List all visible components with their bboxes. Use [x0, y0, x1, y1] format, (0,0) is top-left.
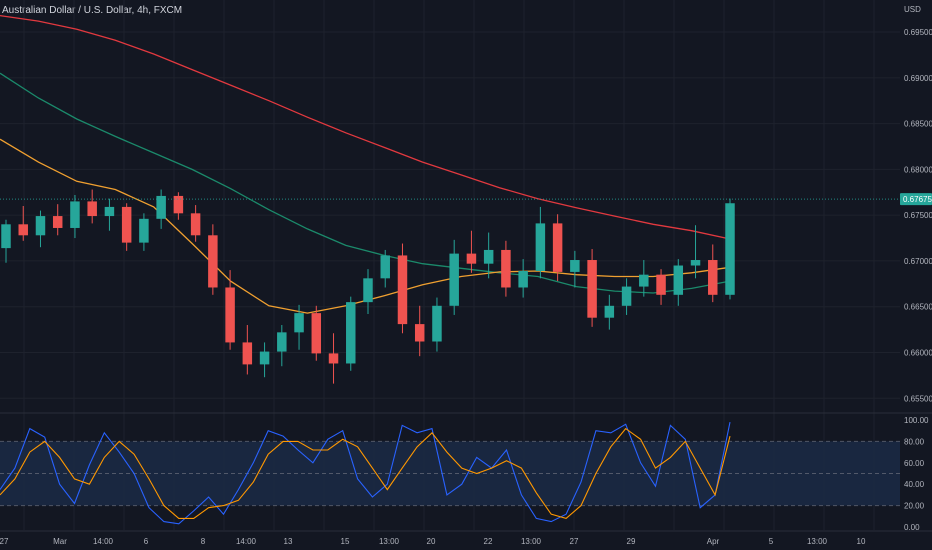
stochastic-line: [0, 427, 731, 520]
time-tick-label: 29: [627, 537, 636, 546]
time-tick-label: 13:00: [807, 537, 828, 546]
time-tick-label: 14:00: [93, 537, 114, 546]
candle-body: [432, 305, 442, 342]
candle-body: [604, 305, 615, 318]
price-tick-label: 0.68000: [904, 165, 932, 174]
candle-body: [570, 260, 580, 272]
candle-body: [104, 206, 115, 217]
moving-averages: [0, 14, 731, 314]
price-tick-label: 0.67000: [904, 257, 932, 266]
candle-body: [708, 260, 718, 295]
candle-body: [346, 302, 356, 364]
time-tick-label: 13:00: [521, 537, 542, 546]
candle-body: [1, 224, 11, 249]
candle-body: [18, 224, 28, 236]
candle-body: [259, 351, 270, 365]
price-tick-label: 0.68500: [904, 120, 932, 129]
quote-name: U.S. Dollar: [83, 5, 132, 16]
time-tick-label: 5: [769, 537, 774, 546]
candle-body: [242, 342, 253, 365]
time-tick-label: 22: [484, 537, 493, 546]
candle-body: [87, 201, 97, 217]
last-price-label: 0.67675: [903, 195, 932, 204]
time-tick-label: 20: [427, 537, 436, 546]
chart-title: Australian Dollar / U.S. Dollar, 4h, FXC…: [2, 5, 183, 16]
currency-label: USD: [904, 5, 921, 14]
time-tick-label: 14:00: [236, 537, 257, 546]
time-tick-label: 27: [570, 537, 579, 546]
candle-body: [587, 260, 597, 318]
price-tick-label: 0.66500: [904, 303, 932, 312]
candle-body: [380, 255, 390, 279]
candle-body: [518, 271, 528, 288]
candlesticks: [1, 189, 735, 384]
exchange-label: FXCM: [153, 5, 183, 16]
stoch-tick-label: 80.00: [904, 437, 925, 446]
candle-body: [397, 255, 408, 325]
time-tick-label: 6: [144, 537, 149, 546]
price-tick-label: 0.69000: [904, 74, 932, 83]
symbol-name: Australian Dollar: [2, 5, 76, 16]
candle-body: [52, 216, 63, 228]
candle-body: [621, 286, 632, 306]
candle-body: [363, 278, 373, 303]
candle-body: [121, 206, 132, 243]
price-tick-label: 0.69500: [904, 28, 932, 37]
stochastic-line: [0, 421, 731, 525]
candle-body: [552, 223, 563, 272]
time-tick-label: 15: [341, 537, 350, 546]
time-tick-label: 8: [201, 537, 206, 546]
candle-body: [639, 274, 649, 287]
stoch-tick-label: 60.00: [904, 459, 925, 468]
interval-label: 4h: [137, 5, 149, 16]
time-tick-label: Mar: [53, 537, 67, 546]
candle-body: [328, 353, 339, 364]
candle-body: [277, 332, 287, 352]
time-tick-label: 10: [857, 537, 866, 546]
candle-body: [311, 313, 322, 354]
candle-body: [501, 249, 511, 288]
price-tick-label: 0.65500: [904, 394, 932, 403]
stoch-tick-label: 40.00: [904, 480, 925, 489]
candle-body: [35, 216, 46, 236]
price-tick-label: 0.67500: [904, 211, 932, 220]
candle-body: [208, 235, 218, 288]
time-tick-label: Apr: [707, 537, 720, 546]
time-tick-label: 13: [284, 537, 293, 546]
candle-body: [139, 218, 149, 243]
candle-body: [673, 265, 684, 295]
stoch-tick-label: 0.00: [904, 523, 920, 532]
moving-average-line: [0, 72, 731, 294]
stoch-tick-label: 100.00: [904, 416, 929, 425]
candle-body: [156, 195, 166, 219]
candle-body: [725, 203, 735, 295]
time-axis: 27 Mar 14:00 6 8 14:00 13 15 13:00 20 22 13:00 27 29 A…: [0, 537, 866, 546]
stochastic-lines: [0, 421, 731, 525]
stochastic-band: [0, 440, 900, 507]
time-tick-label: 13:00: [379, 537, 400, 546]
candle-body: [535, 223, 546, 272]
time-tick-label: 27: [0, 537, 9, 546]
candle-body: [656, 274, 666, 295]
candle-body: [690, 260, 701, 266]
candle-body: [466, 253, 477, 264]
candle-body: [449, 253, 459, 306]
candle-body: [414, 324, 425, 342]
candle-body: [225, 287, 235, 343]
price-tick-label: 0.66000: [904, 348, 932, 357]
candle-body: [294, 313, 304, 333]
last-price-badge: [900, 193, 932, 206]
candle-body: [483, 249, 494, 264]
candle-body: [70, 201, 80, 228]
stoch-tick-label: 20.00: [904, 502, 925, 511]
price-axis: 0.69500 0.69000 0.68500 0.68000 0.67500 0.670…: [0, 28, 932, 532]
moving-average-line: [0, 14, 731, 240]
candle-body: [173, 195, 184, 214]
candle-body: [190, 213, 201, 236]
